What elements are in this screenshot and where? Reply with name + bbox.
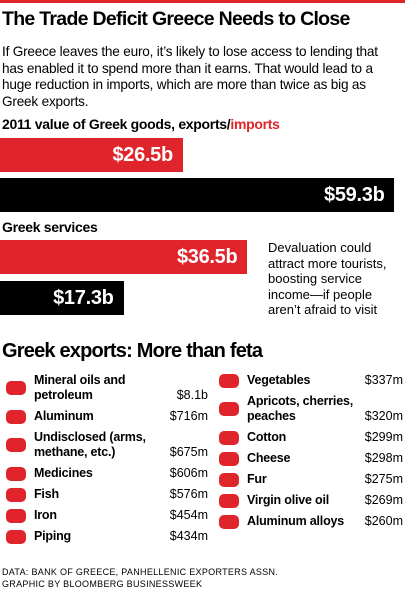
exports-column: Mineral oils and petroleum $8.1b Aluminum $… — [0, 370, 208, 547]
export-row: Undisclosed (arms, methane, etc.) $675m — [0, 427, 208, 463]
icon — [6, 529, 26, 544]
export-name: Virgin olive oil — [247, 493, 330, 507]
export-row: Virgin olive oil $269m — [213, 490, 403, 511]
export-name: Medicines — [34, 466, 93, 480]
export-row: Iron $454m — [0, 505, 208, 526]
title: The Trade Deficit Greece Needs to Close — [2, 8, 350, 30]
export-name: Aluminum alloys — [247, 514, 345, 528]
export-row: Cotton $299m — [213, 427, 403, 448]
export-value: $675m — [169, 445, 208, 459]
export-row: Fur $275m — [213, 469, 403, 490]
export-value: $606m — [169, 466, 208, 480]
intro: If Greece leaves the euro, it’s likely t… — [2, 44, 378, 109]
bar — [0, 240, 248, 274]
export-name: Fur — [247, 472, 267, 486]
export-value: $454m — [169, 508, 208, 522]
export-name: Mineral oils and petroleum — [34, 373, 126, 402]
icon — [219, 514, 239, 529]
export-row: Aluminum alloys $260m — [213, 511, 403, 532]
icon — [219, 451, 239, 466]
export-value: $298m — [364, 451, 403, 465]
icon — [6, 487, 26, 502]
export-value: $260m — [364, 514, 403, 528]
chart-title-text: 2011 value of Greek goods, exports/ — [2, 116, 231, 132]
icon — [219, 472, 239, 487]
value-label: $36.5b — [176, 246, 238, 268]
export-name: Iron — [34, 508, 57, 522]
icon — [6, 438, 26, 452]
export-row: Vegetables $337m — [213, 370, 403, 391]
export-row: Apricots, cherries, peaches $320m — [213, 391, 403, 427]
chart-title: Greek services — [2, 219, 98, 235]
export-name: Aluminum — [34, 409, 94, 423]
export-value: $299m — [364, 430, 403, 444]
export-name: Undisclosed (arms, methane, etc.) — [34, 430, 146, 459]
export-row: Aluminum $716m — [0, 406, 208, 427]
export-value: $320m — [364, 409, 403, 423]
export-row: Fish $576m — [0, 484, 208, 505]
value-label: $26.5b — [112, 144, 173, 166]
icon — [6, 381, 26, 395]
export-value: $269m — [364, 493, 403, 507]
export-row: Cheese $298m — [213, 448, 403, 469]
value-label: $17.3b — [53, 287, 114, 309]
icon — [219, 493, 239, 508]
top-rule — [0, 0, 405, 3]
chart-title-text: Greek services — [2, 219, 98, 235]
export-name: Vegetables — [247, 373, 311, 387]
export-name: Cheese — [247, 451, 291, 465]
source-line: DATA: BANK OF GREECE, PANHELLENIC EXPORT… — [2, 567, 279, 577]
export-name: Cotton — [247, 430, 287, 444]
icon — [6, 508, 26, 523]
exports-column: Vegetables $337m Apricots, cherries, peach… — [213, 370, 403, 532]
export-value: $576m — [169, 487, 208, 501]
export-value: $8.1b — [176, 388, 208, 402]
export-value: $434m — [169, 529, 208, 543]
chart-title-highlight: imports — [230, 116, 280, 132]
icon — [219, 430, 239, 445]
bar — [0, 281, 124, 315]
export-value: $337m — [364, 373, 403, 387]
value-label: $59.3b — [324, 184, 385, 206]
export-name: Apricots, cherries, peaches — [247, 394, 353, 423]
icon — [6, 466, 26, 481]
source: DATA: BANK OF GREECE, PANHELLENIC EXPORT… — [2, 566, 278, 590]
export-value: $275m — [364, 472, 403, 486]
exports-title: Greek exports: More than feta — [2, 340, 263, 362]
export-value: $716m — [169, 409, 208, 423]
export-name: Fish — [34, 487, 59, 501]
icon — [219, 373, 239, 388]
bar — [0, 138, 183, 172]
export-name: Piping — [34, 529, 71, 543]
chart-title: 2011 value of Greek goods, exports/impor… — [2, 116, 280, 132]
export-row: Medicines $606m — [0, 463, 208, 484]
export-row: Piping $434m — [0, 526, 208, 547]
annotation: Devaluation could attract more tourists,… — [268, 240, 387, 317]
icon — [219, 402, 239, 416]
bar — [0, 178, 395, 212]
icon — [6, 409, 26, 424]
export-row: Mineral oils and petroleum $8.1b — [0, 370, 208, 406]
source-line: GRAPHIC BY BLOOMBERG BUSINESSWEEK — [2, 579, 203, 589]
